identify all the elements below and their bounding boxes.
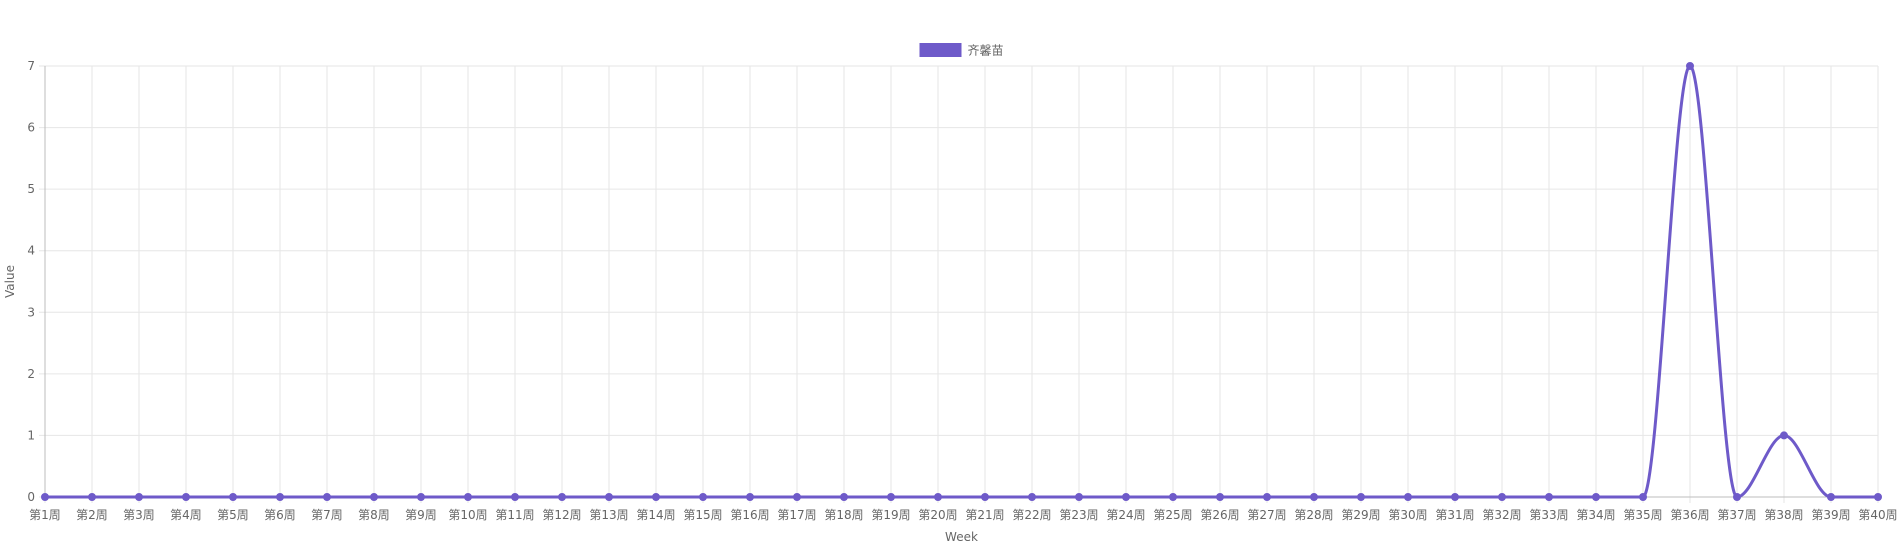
y-tick-label: 3 <box>27 305 35 319</box>
data-point[interactable] <box>229 493 237 501</box>
x-tick-label: 第4周 <box>170 508 202 522</box>
data-point[interactable] <box>88 493 96 501</box>
data-point[interactable] <box>1874 493 1882 501</box>
data-point[interactable] <box>981 493 989 501</box>
x-tick-label: 第34周 <box>1576 508 1615 522</box>
x-tick-label: 第12周 <box>542 508 581 522</box>
data-point[interactable] <box>1733 493 1741 501</box>
data-point[interactable] <box>1263 493 1271 501</box>
x-tick-label: 第33周 <box>1529 508 1568 522</box>
x-tick-label: 第29周 <box>1341 508 1380 522</box>
x-tick-label: 第27周 <box>1247 508 1286 522</box>
x-tick-label: 第16周 <box>730 508 769 522</box>
legend-label[interactable]: 齐馨苗 <box>968 43 1004 58</box>
x-tick-label: 第39周 <box>1811 508 1850 522</box>
y-tick-label: 1 <box>27 428 35 442</box>
data-point[interactable] <box>1357 493 1365 501</box>
data-point[interactable] <box>370 493 378 501</box>
data-point[interactable] <box>558 493 566 501</box>
x-tick-label: 第35周 <box>1623 508 1662 522</box>
x-tick-label: 第28周 <box>1294 508 1333 522</box>
data-point[interactable] <box>1404 493 1412 501</box>
x-tick-label: 第10周 <box>448 508 487 522</box>
data-point[interactable] <box>699 493 707 501</box>
legend[interactable]: 齐馨苗 <box>919 43 1004 58</box>
x-tick-label: 第3周 <box>123 508 155 522</box>
x-tick-label: 第9周 <box>405 508 437 522</box>
y-tick-label: 2 <box>27 367 35 381</box>
data-point[interactable] <box>1216 493 1224 501</box>
data-point[interactable] <box>1310 493 1318 501</box>
x-tick-label: 第8周 <box>358 508 390 522</box>
data-point[interactable] <box>1592 493 1600 501</box>
x-tick-label: 第22周 <box>1012 508 1051 522</box>
data-point[interactable] <box>793 493 801 501</box>
data-point[interactable] <box>1451 493 1459 501</box>
y-tick-label: 5 <box>27 182 35 196</box>
x-tick-label: 第14周 <box>636 508 675 522</box>
data-point[interactable] <box>1780 431 1788 440</box>
grid <box>39 65 1879 503</box>
x-axis-title: Week <box>945 530 978 544</box>
x-tick-label: 第38周 <box>1764 508 1803 522</box>
y-tick-label: 7 <box>27 59 35 73</box>
data-point[interactable] <box>840 493 848 501</box>
data-point[interactable] <box>652 493 660 501</box>
data-point[interactable] <box>1122 493 1130 501</box>
data-point[interactable] <box>323 493 331 501</box>
data-point[interactable] <box>41 493 49 501</box>
data-point[interactable] <box>464 493 472 501</box>
x-tick-label: 第2周 <box>76 508 108 522</box>
y-axis-title: Value <box>3 265 17 298</box>
data-point[interactable] <box>1639 493 1647 501</box>
x-tick-label: 第26周 <box>1200 508 1239 522</box>
x-tick-label: 第32周 <box>1482 508 1521 522</box>
x-tick-label: 第18周 <box>824 508 863 522</box>
x-tick-label: 第25周 <box>1153 508 1192 522</box>
x-tick-label: 第6周 <box>264 508 296 522</box>
data-point[interactable] <box>276 493 284 501</box>
x-tick-label: 第17周 <box>777 508 816 522</box>
x-tick-label: 第20周 <box>918 508 957 522</box>
series-line <box>45 64 1879 499</box>
x-tick-label: 第15周 <box>683 508 722 522</box>
x-tick-label: 第7周 <box>311 508 343 522</box>
data-point[interactable] <box>746 493 754 501</box>
data-point[interactable] <box>1498 493 1506 501</box>
x-tick-label: 第19周 <box>871 508 910 522</box>
y-tick-label: 0 <box>27 490 35 504</box>
legend-swatch[interactable] <box>919 43 962 57</box>
data-point[interactable] <box>605 493 613 501</box>
data-point[interactable] <box>511 493 519 501</box>
x-tick-label: 第23周 <box>1059 508 1098 522</box>
data-point[interactable] <box>182 493 190 501</box>
x-tick-label: 第13周 <box>589 508 628 522</box>
data-point[interactable] <box>1686 62 1694 70</box>
data-point[interactable] <box>1075 493 1083 501</box>
x-tick-label: 第24周 <box>1106 508 1145 522</box>
data-point[interactable] <box>1028 493 1036 501</box>
axes: 01234567第1周 第2周 第3周 第4周 第5周 第6周 第7周 第8周 第9周 第10周第… <box>3 59 1898 544</box>
x-tick-label: 第5周 <box>217 508 249 522</box>
x-tick-label: 第37周 <box>1717 508 1756 522</box>
x-tick-label: 第31周 <box>1435 508 1474 522</box>
x-tick-label: 第11周 <box>495 508 534 522</box>
x-tick-label: 第21周 <box>965 508 1004 522</box>
data-point[interactable] <box>135 493 143 501</box>
x-tick-label: 第1周 <box>29 508 61 522</box>
y-tick-label: 4 <box>27 244 35 258</box>
x-tick-label: 第36周 <box>1670 508 1709 522</box>
data-point[interactable] <box>1827 493 1835 501</box>
data-point[interactable] <box>1545 493 1553 501</box>
data-point[interactable] <box>887 493 895 501</box>
x-tick-label: 第30周 <box>1388 508 1427 522</box>
data-point[interactable] <box>417 493 425 501</box>
y-tick-label: 6 <box>27 121 35 135</box>
series-layer <box>41 62 1882 501</box>
data-point[interactable] <box>934 493 942 501</box>
data-point[interactable] <box>1169 493 1177 501</box>
x-tick-label: 第40周 <box>1858 508 1897 522</box>
